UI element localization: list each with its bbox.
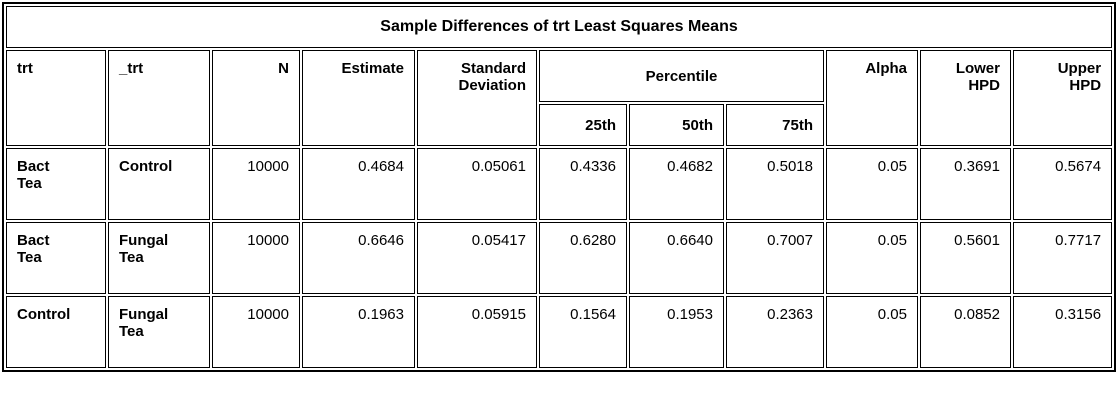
cell-n: 10000 <box>212 296 300 368</box>
cell-percentile-75th: 0.7007 <box>726 222 824 294</box>
row-label-_trt: Control <box>108 148 210 220</box>
col-header-upper-hpd: Upper HPD <box>1013 50 1113 146</box>
cell-alpha: 0.05 <box>826 222 918 294</box>
cell-percentile-75th: 0.2363 <box>726 296 824 368</box>
cell-lower-hpd: 0.5601 <box>920 222 1011 294</box>
cell-upper-hpd: 0.5674 <box>1013 148 1113 220</box>
table-title: Sample Differences of trt Least Squares … <box>6 6 1113 48</box>
col-header-50th: 50th <box>629 104 724 146</box>
row-label-trt: Bact Tea <box>6 148 106 220</box>
cell-estimate: 0.4684 <box>302 148 415 220</box>
cell-percentile-75th: 0.5018 <box>726 148 824 220</box>
cell-alpha: 0.05 <box>826 296 918 368</box>
col-header-75th: 75th <box>726 104 824 146</box>
cell-percentile-25th: 0.6280 <box>539 222 627 294</box>
row-label-_trt: Fungal Tea <box>108 222 210 294</box>
cell-standard-deviation: 0.05061 <box>417 148 537 220</box>
cell-standard-deviation: 0.05915 <box>417 296 537 368</box>
row-label-_trt: Fungal Tea <box>108 296 210 368</box>
col-header-lower-hpd: Lower HPD <box>920 50 1011 146</box>
cell-lower-hpd: 0.3691 <box>920 148 1011 220</box>
col-header-n: N <box>212 50 300 146</box>
cell-upper-hpd: 0.3156 <box>1013 296 1113 368</box>
col-group-header-percentile: Percentile <box>539 50 824 102</box>
cell-percentile-25th: 0.1564 <box>539 296 627 368</box>
col-header-underscore-trt: _trt <box>108 50 210 146</box>
cell-standard-deviation: 0.05417 <box>417 222 537 294</box>
title-row: Sample Differences of trt Least Squares … <box>6 6 1113 48</box>
cell-percentile-50th: 0.1953 <box>629 296 724 368</box>
col-header-alpha: Alpha <box>826 50 918 146</box>
col-header-estimate: Estimate <box>302 50 415 146</box>
percentile-subheader-row: 25th 50th 75th <box>6 104 1112 146</box>
cell-percentile-50th: 0.4682 <box>629 148 724 220</box>
row-label-trt: Bact Tea <box>6 222 106 294</box>
col-header-trt: trt <box>6 50 106 146</box>
cell-percentile-50th: 0.6640 <box>629 222 724 294</box>
cell-percentile-25th: 0.4336 <box>539 148 627 220</box>
cell-n: 10000 <box>212 148 300 220</box>
header-row: trt _trt N Estimate Standard Deviation P… <box>6 50 1113 146</box>
col-header-25th: 25th <box>539 104 627 146</box>
cell-n: 10000 <box>212 222 300 294</box>
table-row: Control Fungal Tea 10000 0.1963 0.05915 … <box>6 296 1113 368</box>
cell-estimate: 0.6646 <box>302 222 415 294</box>
col-header-standard-deviation: Standard Deviation <box>417 50 537 146</box>
table-row: Bact Tea Fungal Tea 10000 0.6646 0.05417… <box>6 222 1113 294</box>
cell-alpha: 0.05 <box>826 148 918 220</box>
cell-estimate: 0.1963 <box>302 296 415 368</box>
cell-upper-hpd: 0.7717 <box>1013 222 1113 294</box>
row-label-trt: Control <box>6 296 106 368</box>
lsmeans-differences-table: Sample Differences of trt Least Squares … <box>2 2 1117 372</box>
table-row: Bact Tea Control 10000 0.4684 0.05061 0.… <box>6 148 1113 220</box>
cell-lower-hpd: 0.0852 <box>920 296 1011 368</box>
